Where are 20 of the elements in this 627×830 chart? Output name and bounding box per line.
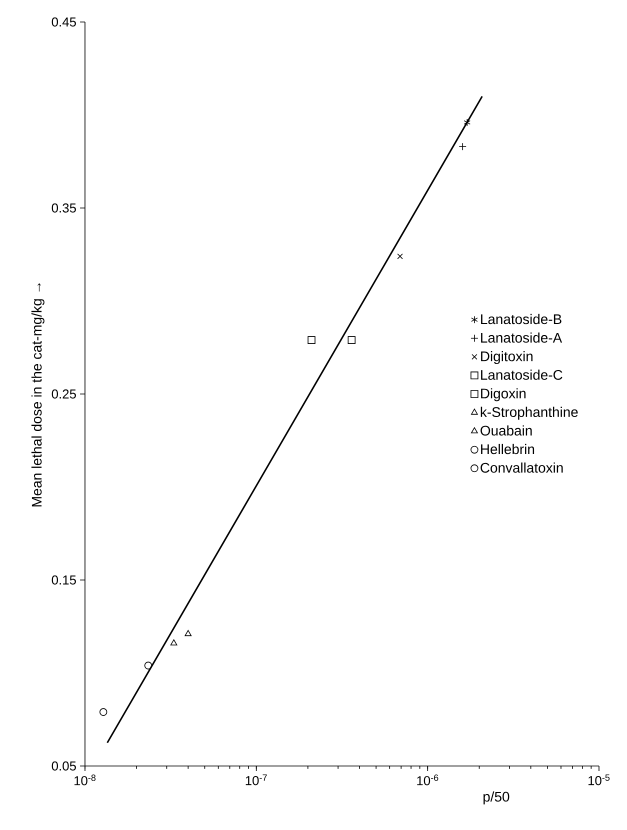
y-tick-label: 0.25 (52, 389, 76, 399)
y-tick-label: 0.15 (52, 575, 76, 585)
legend-label: Digitoxin (481, 351, 532, 364)
legend-label: k-Strophanthine (480, 406, 578, 420)
legend-label: Lanatoside-C (481, 370, 562, 380)
y-tick-label: 0.45 (52, 17, 76, 27)
y-axis-title: Mean lethal dose in the cat-mg/kg → (31, 283, 44, 506)
legend-label: Digoxin (481, 388, 526, 402)
legend-label: Convallatoxin (480, 462, 563, 473)
x-axis-title: p/50 (484, 791, 510, 804)
x-tick-label: 10$^{-8}$ (74, 774, 96, 786)
legend-label: Hellebrin (481, 444, 534, 454)
y-tick-label: 0.05 (52, 761, 76, 771)
legend-label: Lanatoside-B (481, 314, 562, 324)
legend-label: Ouabain (480, 425, 532, 436)
x-tick-label: 10$^{-5}$ (588, 774, 610, 786)
x-tick-label: 10$^{-7}$ (246, 774, 267, 786)
legend-label: Lanatoside-A (481, 332, 562, 343)
y-tick-label: 0.35 (52, 203, 76, 213)
x-tick-label: 10$^{-6}$ (417, 774, 438, 786)
